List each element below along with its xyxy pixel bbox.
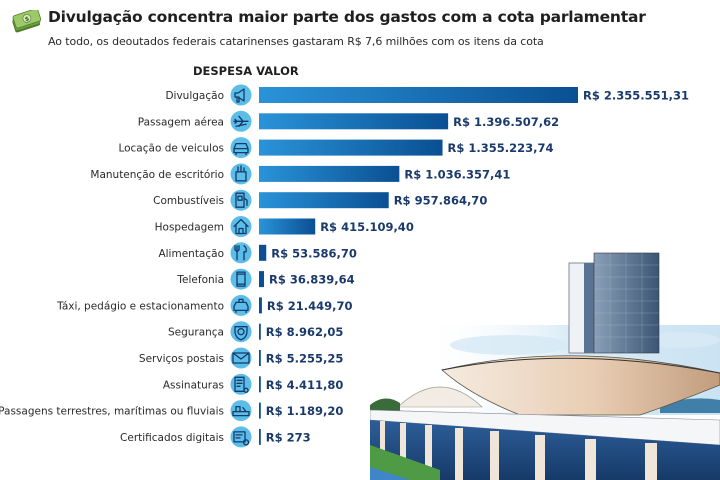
category-label: Assinaturas — [163, 379, 224, 391]
bar — [259, 271, 264, 288]
category-label: Manutenção de escritório — [90, 169, 224, 181]
value-label: R$ 1.396.507,62 — [453, 115, 559, 129]
value-label: R$ 8.962,05 — [266, 325, 344, 339]
value-label: R$ 273 — [266, 430, 311, 444]
congress-building-illustration — [370, 252, 720, 480]
value-label: R$ 2.355.551,31 — [583, 89, 689, 103]
digital-certificate-icon — [230, 426, 252, 448]
bar-row: Segurança R$ 8.962,05 — [168, 321, 344, 343]
cutlery-icon — [230, 242, 252, 264]
category-label: Alimentação — [158, 248, 224, 260]
bar-row: Telefonia R$ 36.839,64 — [176, 268, 355, 290]
bar-row: Hospedagem R$ 415.109,40 — [155, 216, 414, 237]
bar — [259, 297, 262, 314]
category-label: Combustíveis — [153, 195, 224, 207]
subscription-document-icon — [230, 373, 252, 395]
svg-text:$: $ — [24, 15, 30, 23]
security-badge-icon — [230, 321, 252, 343]
category-label: Locação de veiculos — [118, 143, 224, 155]
airplane-icon — [230, 110, 252, 132]
ticket-transport-icon — [230, 400, 252, 422]
bar-row: Combustíveis R$ 957.864,70 — [153, 189, 488, 211]
category-label: Serviços postais — [139, 353, 224, 365]
value-label: R$ 5.255,25 — [266, 352, 344, 366]
value-label: R$ 957.864,70 — [394, 194, 488, 208]
megaphone-icon — [230, 84, 252, 106]
taxi-icon — [230, 294, 252, 316]
category-label: Passagens terrestres, marítimas ou fluvi… — [0, 406, 224, 418]
bar — [259, 244, 267, 261]
bar-row: Assinaturas R$ 4.411,80 — [163, 373, 344, 395]
bar-row: Divulgação R$ 2.355.551,31 — [165, 84, 689, 106]
value-label: R$ 36.839,64 — [269, 273, 355, 287]
money-bills-icon: $ — [12, 10, 42, 33]
chart-subtitle: Ao todo, os deoutados federais catarinen… — [48, 35, 544, 48]
bar-row: Alimentação R$ 53.586,70 — [158, 242, 357, 264]
bar — [259, 113, 449, 130]
house-icon — [230, 216, 252, 237]
value-label: R$ 1.036.357,41 — [404, 167, 510, 181]
fuel-pump-icon — [230, 189, 252, 211]
bar-row: Locação de veiculos R$ 1.355.223,74 — [118, 137, 554, 159]
value-label: R$ 1.189,20 — [266, 404, 344, 418]
value-label: R$ 4.411,80 — [266, 378, 344, 392]
bar-row: Serviços postais R$ 5.255,25 — [139, 347, 344, 369]
category-label: Segurança — [168, 327, 224, 339]
value-label: R$ 1.355.223,74 — [448, 141, 554, 155]
value-label: R$ 415.109,40 — [320, 220, 414, 234]
bar — [259, 402, 261, 419]
chart-title: Divulgação concentra maior parte dos gas… — [48, 8, 646, 26]
bar — [259, 218, 316, 235]
smartphone-icon — [230, 268, 252, 290]
column-header: DESPESA VALOR — [193, 64, 299, 78]
bar — [259, 323, 261, 340]
category-label: Passagem aérea — [138, 116, 224, 128]
bar — [259, 87, 578, 103]
category-label: Táxi, pedágio e estacionamento — [56, 300, 224, 312]
bar — [259, 350, 261, 366]
category-label: Hospedagem — [155, 222, 224, 234]
bar — [259, 376, 261, 393]
bar-row: Manutenção de escritório R$ 1.036.357,41 — [90, 163, 510, 185]
bar-row: Passagens terrestres, marítimas ou fluvi… — [0, 400, 344, 422]
value-label: R$ 53.586,70 — [271, 246, 357, 260]
category-label: Certificados digitais — [120, 432, 224, 444]
office-supplies-icon — [230, 163, 252, 185]
category-label: Telefonia — [176, 274, 224, 286]
bar — [259, 139, 443, 156]
bar — [259, 165, 400, 182]
bar-row: Passagem aérea R$ 1.396.507,62 — [138, 110, 559, 132]
value-label: R$ 21.449,70 — [267, 299, 353, 313]
bar-row: Certificados digitais R$ 273 — [120, 426, 311, 448]
car-icon — [230, 137, 252, 159]
envelope-icon — [230, 347, 252, 369]
bar — [259, 192, 389, 209]
bar-row: Táxi, pedágio e estacionamento R$ 21.449,… — [56, 294, 353, 316]
bar — [259, 428, 261, 445]
category-label: Divulgação — [165, 90, 224, 102]
bar-chart: Divulgação R$ 2.355.551,31 Passagem aérea R… — [0, 84, 689, 448]
